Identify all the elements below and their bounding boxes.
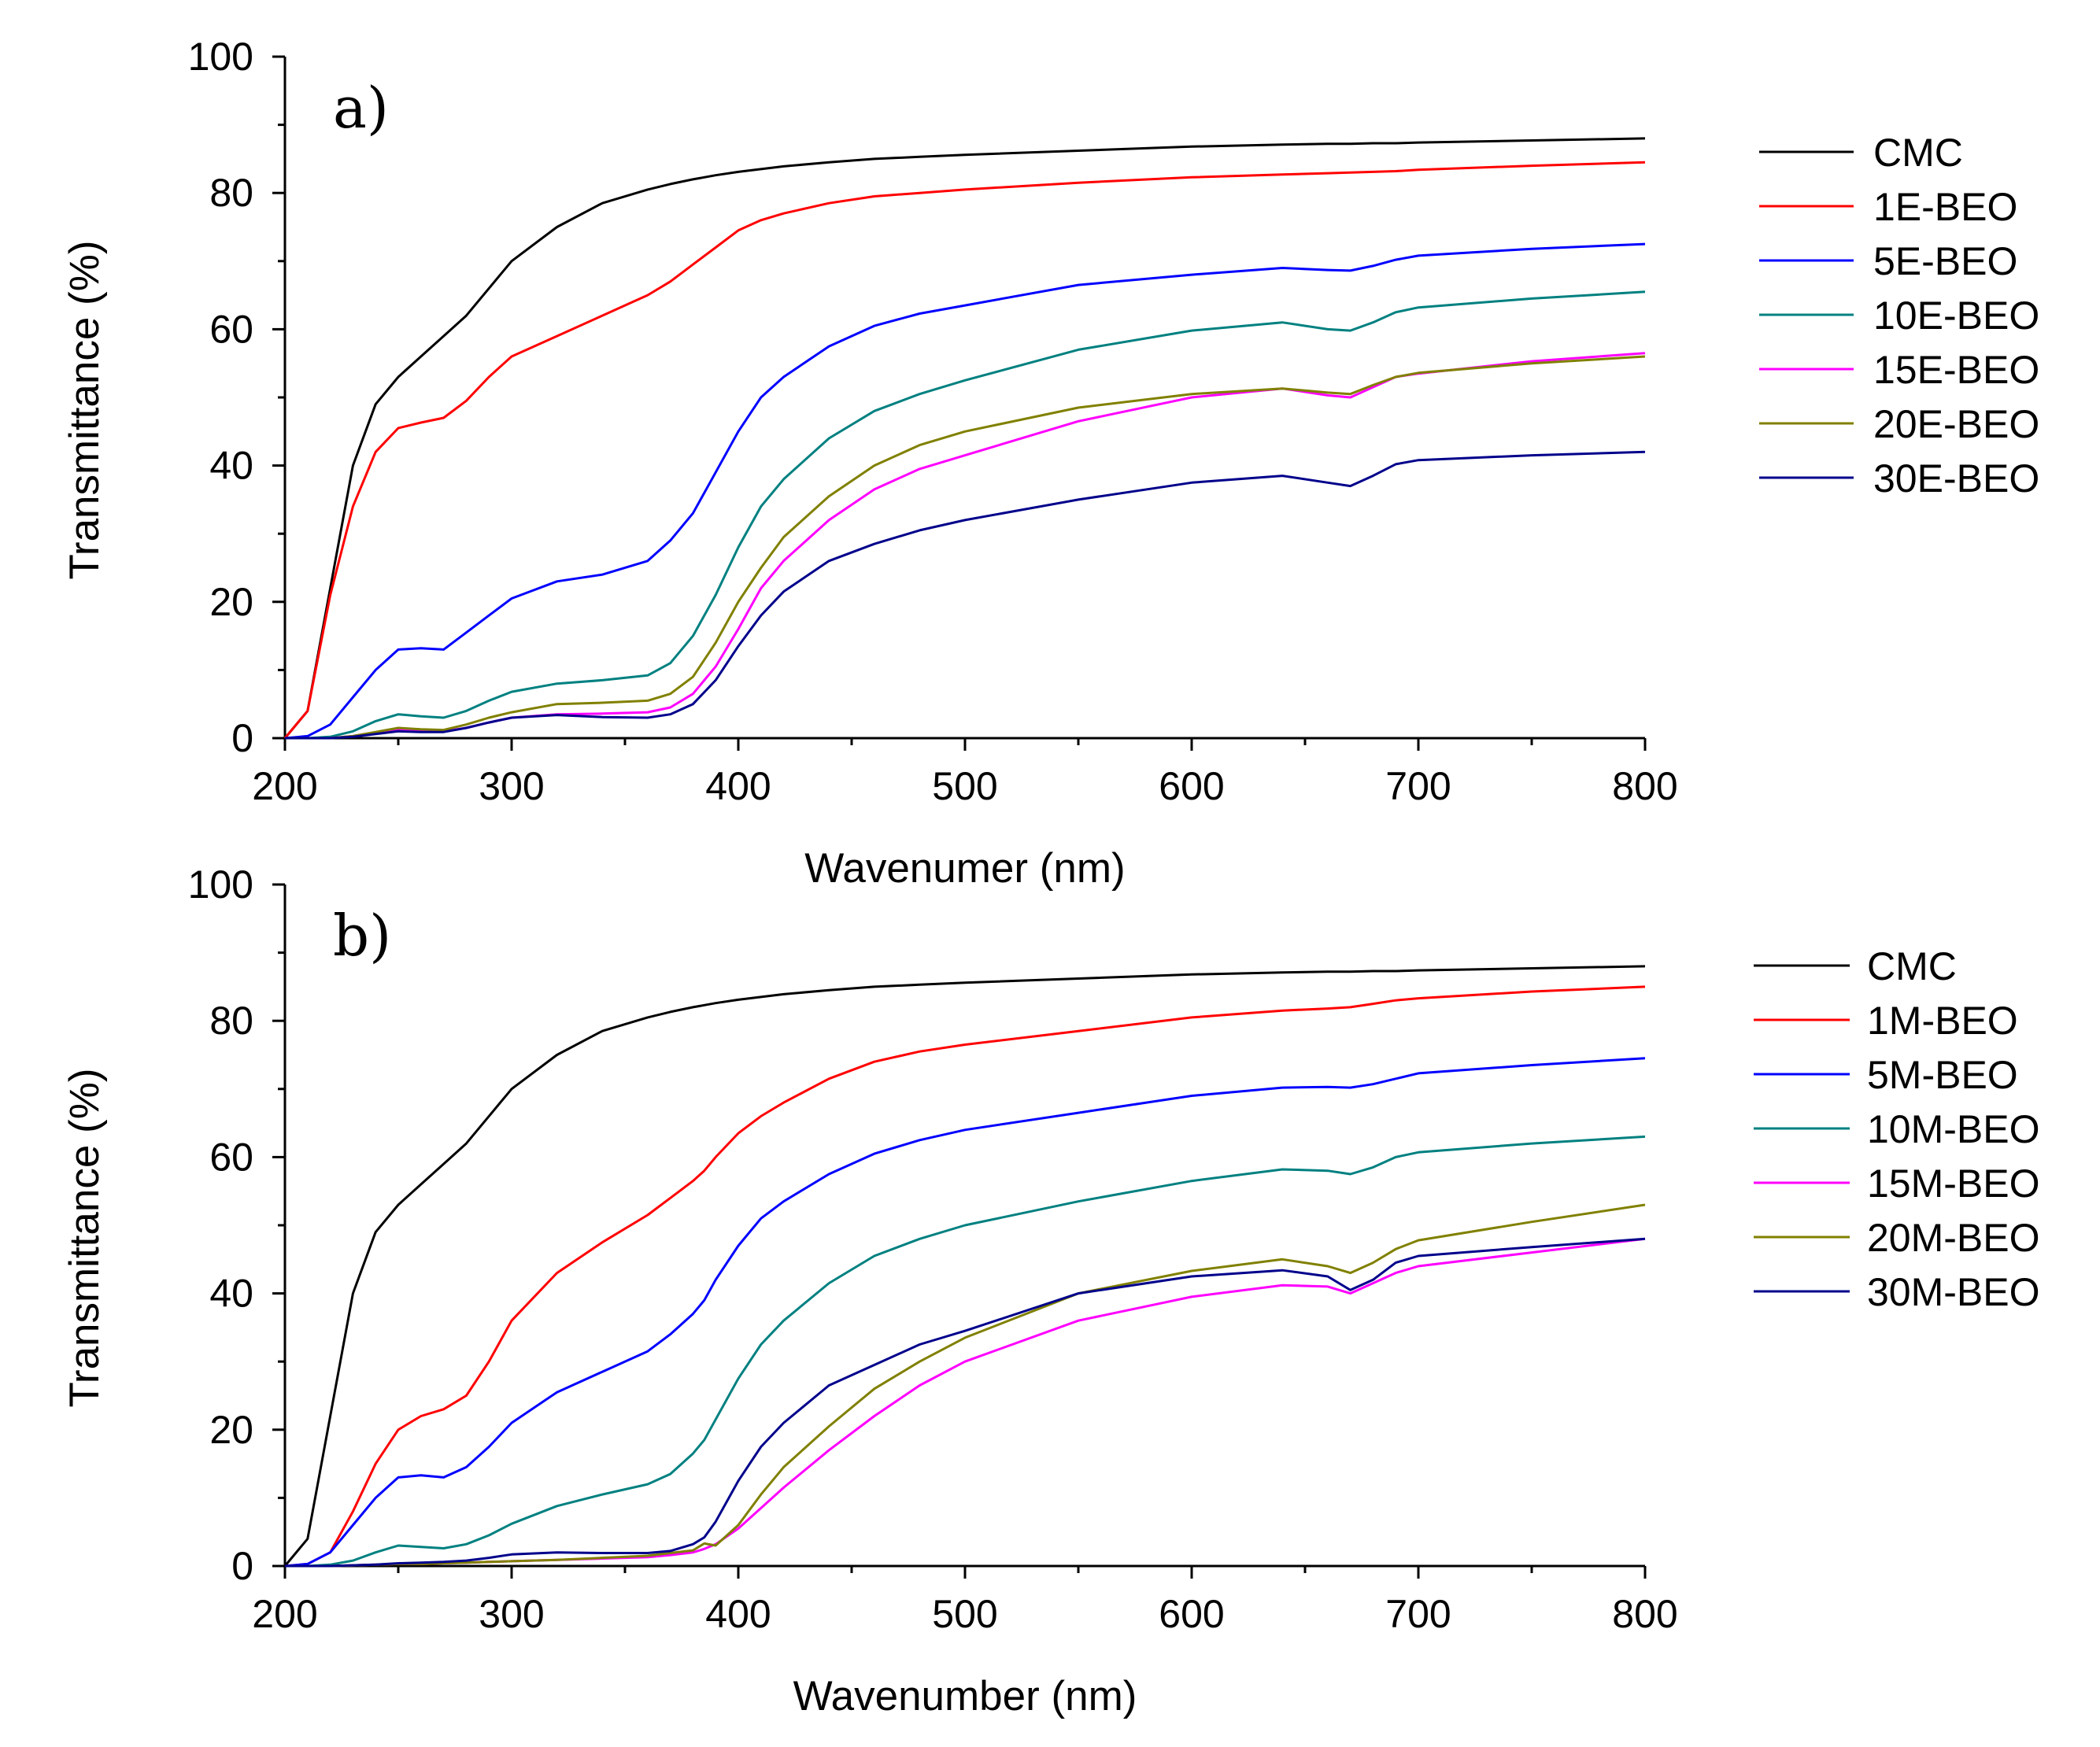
x-tick-label: 400: [705, 1592, 771, 1636]
y-axis-title: Transmittance (%): [61, 241, 108, 580]
legend-label: CMC: [1867, 944, 1957, 988]
legend-label: 15E-BEO: [1873, 348, 2039, 392]
series-line-1m-beo: [284, 985, 1646, 1568]
panel-label: b): [333, 903, 391, 969]
series-line-30e-beo: [285, 450, 1646, 740]
x-tick-label: 300: [479, 1592, 544, 1636]
series-line-1e-beo: [283, 161, 1646, 739]
legend-label: 15M-BEO: [1867, 1162, 2040, 1206]
legend-label: 20M-BEO: [1867, 1216, 2040, 1260]
legend-label: 20E-BEO: [1873, 402, 2039, 446]
chart-panel-a: 200 300 400 500 600 700 800 0 20 40 60 80 100 Wavenum…: [61, 35, 2039, 892]
legend-label: 10E-BEO: [1873, 294, 2039, 338]
legend-label: 30E-BEO: [1873, 456, 2039, 500]
x-tick-label: 500: [932, 764, 997, 808]
legend-label: 1M-BEO: [1867, 999, 2018, 1043]
y-axis-title: Transmittance (%): [61, 1069, 108, 1408]
x-tick-label: 500: [932, 1592, 997, 1636]
y-tick-label: 20: [209, 580, 253, 624]
y-tick-label: 40: [209, 1272, 253, 1316]
series-line-cmc: [283, 137, 1646, 739]
series-line-15e-beo: [285, 352, 1646, 740]
x-tick-label: 700: [1385, 1592, 1451, 1636]
y-tick-label: 100: [188, 35, 253, 79]
legend-label: 10M-BEO: [1867, 1107, 2040, 1151]
legend: CMC 1M-BEO 5M-BEO 10M-BEO 15M-BEO 20M-BEO 30M-…: [1754, 944, 2040, 1314]
series-line-15m-beo: [285, 1237, 1646, 1568]
x-tick-label: 600: [1159, 764, 1224, 808]
x-tick-label: 700: [1385, 764, 1451, 808]
series-line-10m-beo: [285, 1135, 1646, 1568]
legend-label: 1E-BEO: [1873, 185, 2017, 229]
series-line-5e-beo: [284, 242, 1646, 740]
x-tick-label: 800: [1612, 1592, 1677, 1636]
x-tick-label: 400: [705, 764, 771, 808]
series-line-20m-beo: [285, 1203, 1646, 1568]
x-tick-label: 600: [1159, 1592, 1224, 1636]
series-line-20e-beo: [285, 355, 1646, 740]
y-tick-label: 0: [231, 716, 253, 760]
x-axis-title: Wavenumer (nm): [804, 845, 1125, 892]
legend-label: 30M-BEO: [1867, 1270, 2040, 1314]
y-tick-label: 100: [188, 862, 253, 907]
x-tick-label: 300: [479, 764, 544, 808]
legend-label: 5E-BEO: [1873, 239, 2017, 283]
series-line-30m-beo: [285, 1237, 1646, 1568]
x-tick-label: 200: [252, 1592, 317, 1636]
series-line-10e-beo: [285, 290, 1646, 740]
y-tick-label: 60: [209, 1135, 253, 1179]
y-tick-label: 60: [209, 307, 253, 351]
legend: CMC 1E-BEO 5E-BEO 10E-BEO 15E-BEO 20E-BEO 30E-…: [1759, 131, 2039, 500]
legend-label: CMC: [1873, 131, 1963, 175]
y-tick-label: 0: [231, 1544, 253, 1588]
x-tick-label: 200: [252, 764, 317, 808]
y-tick-label: 80: [209, 171, 253, 215]
series-line-5m-beo: [284, 1057, 1646, 1568]
legend-label: 5M-BEO: [1867, 1053, 2018, 1097]
x-axis-title: Wavenumber (nm): [793, 1673, 1137, 1719]
y-tick-label: 80: [209, 999, 253, 1043]
series-line-cmc: [283, 965, 1646, 1567]
chart-panel-b: 200 300 400 500 600 700 800 0 20 40 60 80 100 Wavenum…: [61, 862, 2040, 1719]
panel-label: a): [333, 75, 389, 141]
y-tick-label: 40: [209, 444, 253, 488]
x-tick-label: 800: [1612, 764, 1677, 808]
y-tick-label: 20: [209, 1408, 253, 1452]
